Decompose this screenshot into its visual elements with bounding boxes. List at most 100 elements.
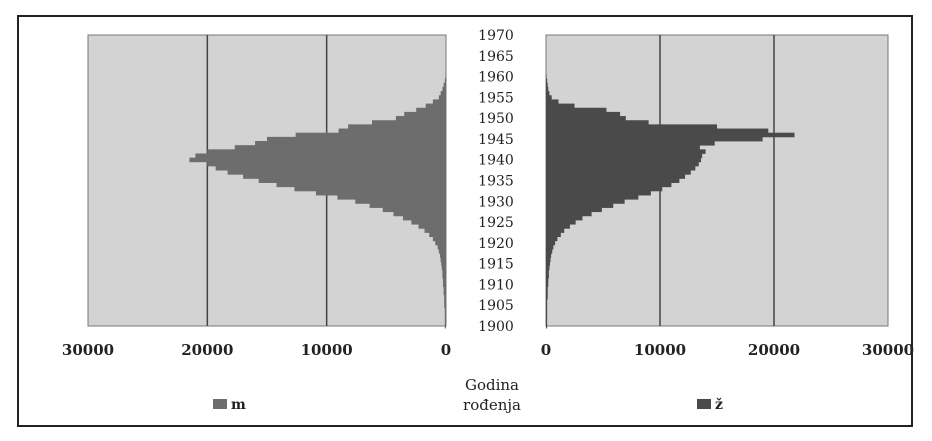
- legend-label-z: ž: [715, 397, 723, 413]
- bar-z: [546, 282, 549, 287]
- bar-m: [441, 265, 446, 271]
- x-tick-label: 0: [441, 341, 451, 359]
- bar-z: [546, 178, 680, 183]
- bar-m: [444, 78, 446, 84]
- bar-m: [440, 253, 446, 258]
- center-label-line-1: Godina: [465, 376, 519, 394]
- bar-z: [546, 286, 548, 292]
- bar-m: [258, 178, 446, 183]
- bar-z: [546, 278, 549, 283]
- bar-z: [546, 207, 602, 213]
- bar-m: [438, 249, 446, 254]
- year-tick-label: 1925: [478, 215, 514, 231]
- bar-m: [443, 290, 446, 296]
- x-tick-label: 20000: [748, 341, 800, 359]
- year-tick-label: 1910: [478, 277, 514, 293]
- year-tick-label: 1920: [478, 236, 514, 252]
- bar-z: [546, 211, 592, 217]
- bar-z: [546, 141, 715, 146]
- bar-m: [435, 240, 446, 246]
- bar-m: [195, 153, 446, 159]
- bar-z: [546, 257, 551, 262]
- bar-z: [546, 290, 548, 296]
- x-tick-label: 30000: [62, 341, 114, 359]
- bar-m: [227, 170, 446, 175]
- bar-m: [416, 107, 446, 113]
- bar-m: [444, 307, 446, 312]
- female-bars: [546, 74, 795, 329]
- bar-m: [429, 232, 446, 238]
- bar-z: [546, 186, 663, 192]
- bar-z: [546, 307, 548, 312]
- bar-z: [546, 86, 549, 92]
- bar-m: [444, 294, 446, 300]
- bar-m: [444, 311, 446, 317]
- bar-z: [546, 244, 554, 250]
- bar-z: [546, 269, 549, 275]
- bar-z: [546, 82, 548, 88]
- bar-m: [355, 199, 446, 204]
- bar-m: [418, 224, 446, 229]
- bar-m: [440, 257, 446, 262]
- bar-m: [442, 269, 446, 275]
- bar-z: [546, 274, 549, 279]
- bar-z: [546, 174, 686, 179]
- bar-m: [372, 120, 446, 125]
- bar-z: [546, 195, 639, 200]
- bar-m: [444, 298, 446, 304]
- bar-m: [442, 274, 446, 279]
- bar-m: [432, 99, 446, 104]
- year-tick-label: 1950: [478, 111, 514, 127]
- year-tick-label: 1965: [478, 49, 514, 65]
- bar-m: [348, 124, 446, 129]
- bar-m: [443, 278, 446, 283]
- bar-m: [404, 111, 446, 117]
- year-tick-label: 1955: [478, 90, 514, 106]
- bar-z: [546, 145, 700, 150]
- bar-z: [546, 249, 553, 254]
- year-axis-ticks: 1970 1965 1960 1955 1950 1945 1940 1935 1930 1925…: [478, 28, 514, 335]
- year-tick-label: 1905: [478, 298, 514, 314]
- bar-z: [546, 74, 547, 80]
- bar-z: [546, 294, 548, 300]
- male-bars: [189, 74, 446, 329]
- bar-m: [443, 82, 446, 88]
- bar-m: [267, 136, 446, 142]
- right-x-ticks: 0 10000 20000 30000: [541, 341, 914, 359]
- bar-z: [546, 303, 548, 308]
- bar-z: [546, 153, 703, 159]
- bar-m: [437, 244, 446, 250]
- legend-label-m: m: [231, 397, 246, 413]
- bar-m: [403, 215, 446, 221]
- bar-z: [546, 78, 548, 84]
- bar-m: [411, 219, 446, 225]
- bar-m: [442, 86, 446, 92]
- bar-z: [546, 240, 556, 246]
- bar-m: [189, 157, 446, 163]
- bar-m: [440, 91, 446, 96]
- bar-m: [338, 128, 446, 134]
- bar-m: [243, 174, 446, 179]
- bar-z: [546, 161, 699, 167]
- bar-m: [441, 261, 446, 267]
- center-label-line-2: rođenja: [463, 396, 521, 414]
- bar-m: [276, 182, 446, 188]
- bar-z: [546, 323, 548, 329]
- bar-m: [444, 303, 446, 308]
- bar-z: [546, 232, 561, 238]
- bar-m: [443, 286, 446, 292]
- bar-z: [546, 203, 614, 208]
- legend-swatch-z: [697, 399, 711, 409]
- bar-m: [337, 195, 446, 200]
- bar-z: [546, 128, 769, 134]
- bar-z: [546, 132, 795, 138]
- year-tick-label: 1935: [478, 174, 514, 190]
- year-tick-label: 1940: [478, 153, 514, 169]
- x-tick-label: 10000: [634, 341, 686, 359]
- bar-m: [443, 282, 446, 287]
- bar-z: [546, 157, 702, 163]
- bar-z: [546, 111, 621, 117]
- bar-m: [255, 141, 446, 146]
- bar-z: [546, 298, 548, 304]
- bar-z: [546, 165, 696, 171]
